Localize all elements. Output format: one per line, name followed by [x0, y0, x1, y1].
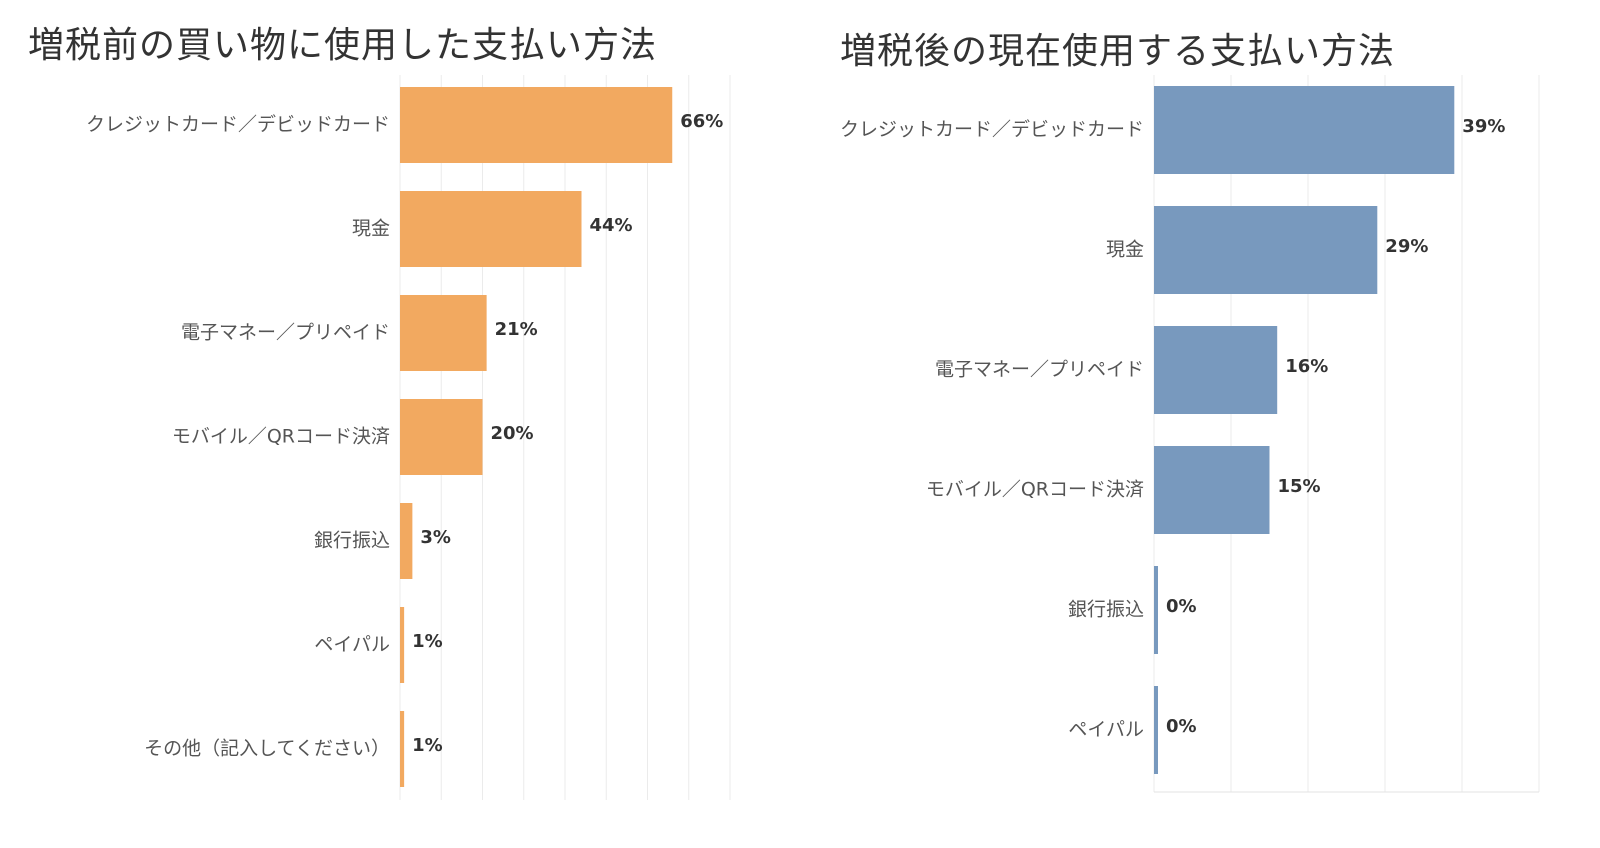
category-label: 現金: [1106, 239, 1144, 261]
data-label: 1%: [412, 735, 443, 756]
bar: [400, 87, 673, 163]
data-label: 44%: [590, 215, 633, 236]
bar: [400, 295, 487, 371]
category-label: 電子マネー／プリペイド: [935, 359, 1144, 381]
data-label: 16%: [1285, 356, 1328, 377]
chart-left: 増税前の買い物に使用した支払い方法 クレジットカード／デビッドカード 66% 現金 4…: [28, 25, 731, 800]
category-label: クレジットカード／デビッドカード: [86, 114, 390, 136]
data-label: 1%: [412, 631, 443, 652]
data-label: 39%: [1462, 116, 1505, 137]
category-label: 銀行振込: [314, 530, 390, 552]
category-label: 電子マネー／プリペイド: [181, 322, 390, 344]
bar: [1154, 446, 1270, 534]
bar-chart-left: クレジットカード／デビッドカード 66% 現金 44% 電子マネー／プリペイド 21% モバ…: [86, 75, 731, 800]
category-label: モバイル／QRコード決済: [926, 479, 1144, 501]
bar-chart-right: クレジットカード／デビッドカード 39% 現金 29% 電子マネー／プリペイド 16% モバ…: [840, 75, 1540, 793]
bar: [400, 607, 405, 683]
data-label: 20%: [491, 423, 534, 444]
bar: [1154, 566, 1158, 654]
bar: [1154, 686, 1158, 774]
data-label: 66%: [680, 111, 723, 132]
category-label: ペイパル: [1068, 719, 1144, 741]
category-label: ペイパル: [314, 634, 390, 656]
data-label: 29%: [1385, 236, 1428, 257]
bar: [1154, 86, 1455, 174]
chart-right: 増税後の現在使用する支払い方法 クレジットカード／デビッドカード 39% 現金 29%…: [800, 0, 1600, 848]
bar: [400, 503, 413, 579]
category-label: その他（記入してください）: [144, 738, 390, 760]
bar: [400, 711, 405, 787]
data-label: 3%: [420, 527, 451, 548]
data-label: 0%: [1166, 596, 1197, 617]
category-label: 銀行振込: [1068, 599, 1144, 621]
chart-title-left: 増税前の買い物に使用した支払い方法: [28, 25, 658, 66]
category-label: モバイル／QRコード決済: [172, 426, 390, 448]
category-label: 現金: [352, 218, 390, 240]
data-label: 0%: [1166, 716, 1197, 737]
data-label: 21%: [495, 319, 538, 340]
bar: [1154, 326, 1278, 414]
chart-title-right: 増税後の現在使用する支払い方法: [840, 31, 1396, 72]
category-label: クレジットカード／デビッドカード: [840, 119, 1144, 141]
bar: [400, 399, 483, 475]
bar: [400, 191, 582, 267]
data-label: 15%: [1278, 476, 1321, 497]
bar: [1154, 206, 1378, 294]
